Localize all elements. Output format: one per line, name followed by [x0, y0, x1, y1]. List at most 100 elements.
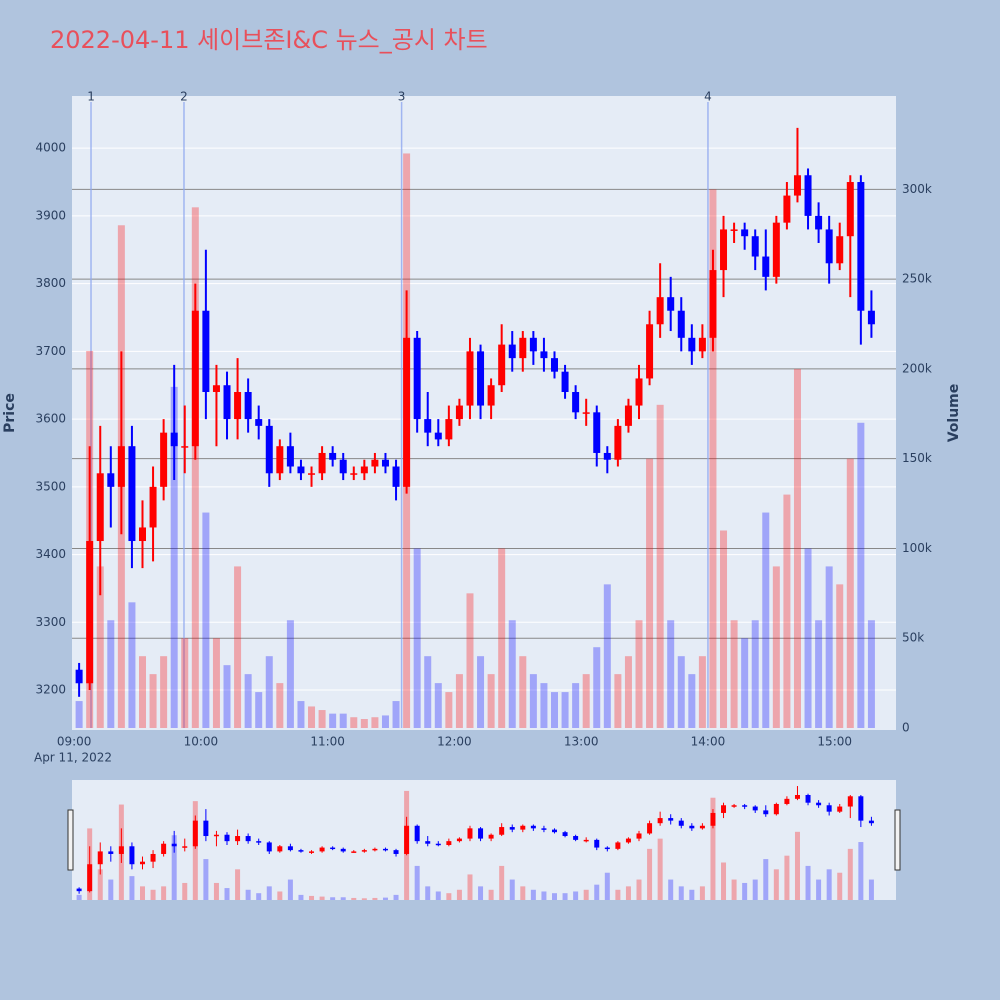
- mini-volume-bar: [456, 889, 462, 900]
- mini-candle-body: [414, 825, 420, 842]
- volume-bar: [424, 656, 432, 728]
- mini-candle-body: [647, 823, 653, 834]
- volume-bar: [434, 683, 442, 728]
- x-tick-label: 14:00: [691, 735, 726, 749]
- candle-body: [772, 222, 780, 277]
- mini-candle-body: [509, 827, 515, 830]
- mini-volume-bar: [731, 879, 737, 900]
- candle-body: [350, 473, 358, 475]
- range-handle[interactable]: [67, 809, 74, 871]
- mini-candle-body: [298, 850, 304, 852]
- mini-candle-body: [636, 833, 642, 839]
- candle-body: [836, 236, 844, 264]
- mini-candle-body: [309, 851, 315, 853]
- mini-volume-bar: [699, 886, 705, 900]
- candle-body: [498, 344, 506, 386]
- mini-volume-bar: [847, 848, 853, 900]
- candle-body: [720, 229, 728, 271]
- mini-volume-bar: [763, 859, 769, 900]
- mini-volume-bar: [361, 898, 367, 900]
- mini-candle-body: [689, 825, 695, 829]
- mini-volume-bar: [551, 893, 557, 900]
- mini-volume-bar: [647, 848, 653, 900]
- mini-volume-bar: [97, 869, 103, 900]
- mini-volume-bar: [657, 838, 663, 900]
- mini-volume-bar: [266, 886, 272, 900]
- volume-bar: [191, 207, 199, 728]
- mini-candle-body: [763, 810, 769, 815]
- candle-body: [191, 310, 199, 447]
- mini-volume-bar: [689, 889, 695, 900]
- volume-bar: [677, 656, 685, 728]
- mini-candle-body: [784, 798, 790, 804]
- volume-bar: [339, 713, 347, 728]
- candle-body: [688, 337, 696, 352]
- volume-bar: [730, 620, 738, 728]
- y2-tick-label: 250k: [902, 272, 932, 286]
- mini-candle-body: [668, 818, 674, 821]
- mini-volume-bar: [319, 896, 325, 900]
- mini-candle-body: [139, 861, 145, 865]
- volume-bar: [244, 674, 252, 728]
- volume-bar: [561, 692, 569, 728]
- mini-candle-body: [192, 820, 198, 847]
- mini-candle-body: [551, 829, 557, 833]
- volume-bar: [624, 656, 632, 728]
- mini-volume-bar: [182, 882, 188, 900]
- y-tick-label: 3400: [35, 547, 66, 561]
- mini-candle-body: [108, 851, 114, 854]
- mini-volume-bar: [636, 879, 642, 900]
- mini-candle-body: [573, 836, 579, 840]
- volume-bar: [350, 717, 358, 728]
- candle-body: [339, 459, 347, 474]
- candle-body: [614, 425, 622, 460]
- volume-bar: [582, 674, 590, 728]
- volume-bar: [540, 683, 548, 728]
- range-handle[interactable]: [894, 809, 901, 871]
- candle-body: [508, 344, 516, 359]
- mini-candle-body: [794, 795, 800, 799]
- candle-body: [698, 337, 706, 352]
- mini-volume-bar: [858, 842, 864, 900]
- chart-title: 2022-04-11 세이브존I&C 뉴스_공시 차트: [50, 26, 488, 54]
- mini-volume-bar: [309, 895, 315, 900]
- candle-body: [107, 473, 115, 487]
- volume-bar: [371, 717, 379, 728]
- mini-volume-bar: [446, 893, 452, 900]
- mini-candle-body: [456, 838, 462, 842]
- candle-body: [202, 310, 210, 393]
- candle-body: [646, 324, 654, 379]
- range-slider[interactable]: [72, 780, 896, 900]
- mini-candle-body: [235, 836, 241, 842]
- mini-candle-body: [97, 851, 103, 865]
- mini-candle-body: [520, 825, 526, 830]
- volume-bar: [825, 566, 833, 728]
- mini-candle-body: [435, 843, 441, 846]
- mini-candle-body: [499, 827, 505, 835]
- mini-candle-body: [182, 846, 188, 848]
- mini-candle-body: [129, 846, 135, 865]
- volume-bar: [772, 566, 780, 728]
- marker-label: 4: [704, 90, 712, 104]
- mini-volume-bar: [794, 831, 800, 900]
- candle-body: [540, 351, 548, 359]
- candle-body: [487, 385, 495, 406]
- candle-body: [234, 392, 242, 420]
- mini-volume-bar: [583, 889, 589, 900]
- volume-bar: [720, 530, 728, 728]
- volume-bar: [128, 602, 136, 728]
- candle-body: [392, 466, 400, 487]
- volume-bar: [381, 715, 389, 728]
- mini-candle-body: [245, 836, 251, 842]
- mini-candle-body: [372, 848, 378, 851]
- mini-candle-body: [858, 796, 864, 821]
- mini-volume-bar: [615, 889, 621, 900]
- candle-body: [582, 412, 590, 414]
- volume-bar: [487, 674, 495, 728]
- candle-body: [212, 385, 220, 393]
- mini-volume-bar: [668, 879, 674, 900]
- mini-candle-body: [203, 820, 209, 837]
- mini-candle-body: [678, 820, 684, 826]
- mini-candle-body: [721, 805, 727, 813]
